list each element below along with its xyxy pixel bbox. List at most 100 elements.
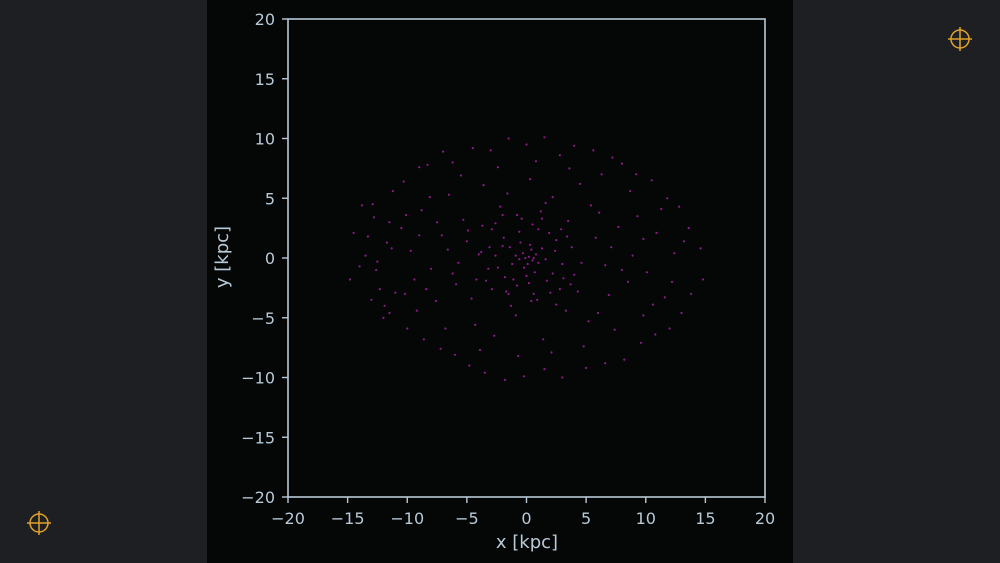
scatter-point (371, 203, 374, 206)
scatter-point (682, 240, 686, 243)
scatter-point (436, 221, 439, 224)
scatter-point (514, 314, 517, 317)
scatter-point (459, 174, 462, 177)
scatter-point (366, 235, 369, 238)
scatter-point (529, 243, 532, 246)
scatter-point (518, 230, 521, 233)
scatter-point (631, 254, 634, 257)
x-tick-label: −5 (455, 509, 479, 528)
scatter-point (565, 235, 569, 238)
x-tick-label: −15 (331, 509, 365, 528)
x-tick-label: 15 (695, 509, 715, 528)
scatter-point (364, 254, 367, 257)
scatter-point (383, 304, 386, 307)
scatter-point (507, 137, 510, 140)
scatter-point (444, 327, 447, 330)
scatter-points (348, 136, 705, 381)
scatter-point (422, 338, 425, 341)
scatter-point (457, 261, 460, 264)
scatter-point (670, 280, 674, 283)
x-tick-label: 10 (636, 509, 656, 528)
scatter-point (490, 288, 493, 291)
scatter-point (527, 282, 531, 285)
scatter-point (561, 262, 564, 266)
scatter-point (428, 196, 431, 199)
scatter-point (642, 314, 645, 317)
scatter-point (537, 261, 540, 264)
scatter-point (502, 236, 505, 239)
scatter-point (420, 209, 423, 212)
scatter-point (626, 280, 630, 283)
scatter-point (585, 366, 588, 369)
scatter-point (413, 278, 416, 281)
scatter-point (505, 290, 508, 293)
scatter-point (543, 368, 546, 371)
scatter-point (558, 288, 562, 291)
y-tick-label: −10 (241, 369, 275, 388)
scatter-point (623, 358, 626, 361)
scatter-point (534, 253, 538, 256)
scatter-point (360, 204, 363, 207)
scatter-point (453, 353, 456, 356)
scatter-point (515, 284, 519, 287)
scatter-point (639, 341, 643, 344)
x-tick-label: 5 (581, 509, 591, 528)
scatter-point (564, 309, 568, 312)
scatter-point (562, 277, 565, 280)
scatter-point (509, 304, 513, 307)
scatter-point (447, 193, 451, 196)
scatter-point (651, 303, 655, 306)
scatter-point (418, 166, 421, 169)
scatter-point (405, 213, 408, 217)
scatter-point (650, 179, 653, 182)
scatter-point (540, 217, 544, 220)
scatter-point (494, 254, 497, 257)
scatter-point (515, 213, 519, 217)
scatter-point (471, 147, 474, 150)
scatter-point (370, 298, 373, 301)
scatter-point (403, 292, 406, 295)
scatter-point (570, 246, 573, 249)
scatter-point (531, 223, 534, 226)
chart-panel (207, 0, 793, 563)
scatter-point (372, 216, 375, 219)
scatter-point (484, 279, 488, 282)
crosshair-icon (948, 27, 972, 51)
y-tick-label: −15 (241, 428, 275, 447)
scatter-point (474, 323, 477, 326)
scatter-point (617, 225, 620, 228)
scatter-point (481, 224, 484, 227)
scatter-point (512, 278, 515, 281)
scatter-point (666, 197, 669, 200)
scatter-point (519, 241, 522, 244)
scatter-point (388, 311, 391, 315)
scatter-point (592, 149, 595, 152)
scatter-point (406, 327, 409, 330)
scatter-point (532, 292, 535, 295)
scatter-point (402, 180, 405, 183)
scatter-point (494, 222, 497, 225)
scatter-point (544, 258, 547, 261)
scatter-point (409, 249, 412, 252)
scatter-point (348, 278, 352, 281)
scatter-point (680, 311, 683, 315)
scatter-point (534, 160, 538, 163)
x-axis: −20 −15 −10 −5 0 5 10 15 20 (271, 497, 775, 528)
scatter-point (594, 236, 597, 239)
scatter-point (482, 184, 485, 187)
scatter-point (530, 299, 533, 303)
scatter-point (561, 376, 564, 379)
scatter-point (550, 351, 553, 354)
scatter-point (645, 271, 649, 274)
plot-frame (287, 18, 766, 498)
scatter-point (629, 190, 632, 193)
scatter-point (604, 264, 607, 267)
x-tick-label: 20 (755, 509, 775, 528)
scatter-point (582, 345, 585, 348)
scatter-point (620, 268, 624, 272)
scatter-point (520, 217, 523, 220)
scatter-point (560, 228, 563, 231)
scatter-point (506, 192, 509, 195)
scatter-point (568, 167, 571, 170)
scatter-point (375, 268, 378, 272)
